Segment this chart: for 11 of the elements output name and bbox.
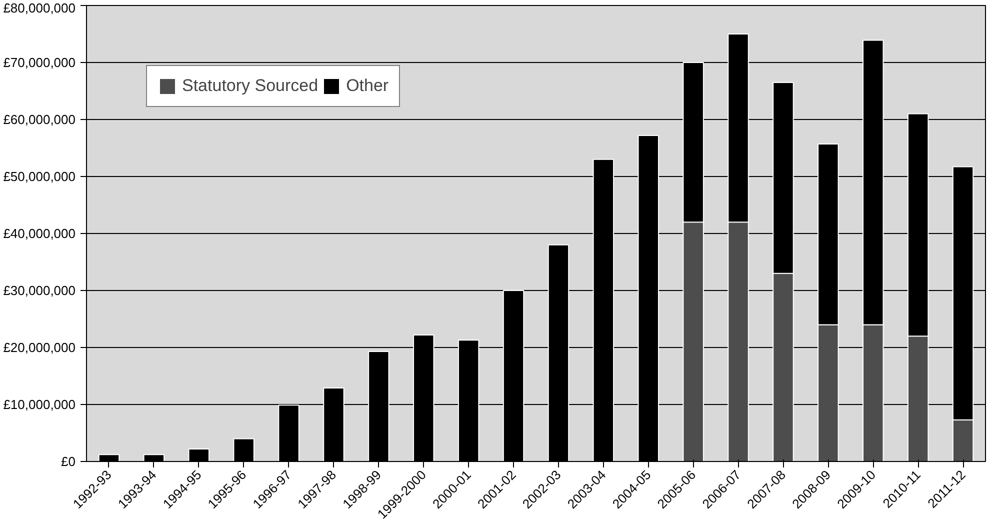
y-tick-label: £70,000,000 (3, 55, 76, 70)
legend-label: Other (346, 76, 389, 96)
y-tick-label: £0 (61, 454, 76, 469)
y-tick-label: £50,000,000 (3, 169, 76, 184)
y-tick-label: £40,000,000 (3, 226, 76, 241)
y-tick-label: £60,000,000 (3, 112, 76, 127)
legend-label: Statutory Sourced (182, 76, 318, 96)
y-tick-label: £30,000,000 (3, 283, 76, 298)
y-tick-label: £10,000,000 (3, 397, 76, 412)
y-tick-label: £80,000,000 (3, 0, 76, 16)
y-tick-label: £20,000,000 (3, 340, 76, 355)
